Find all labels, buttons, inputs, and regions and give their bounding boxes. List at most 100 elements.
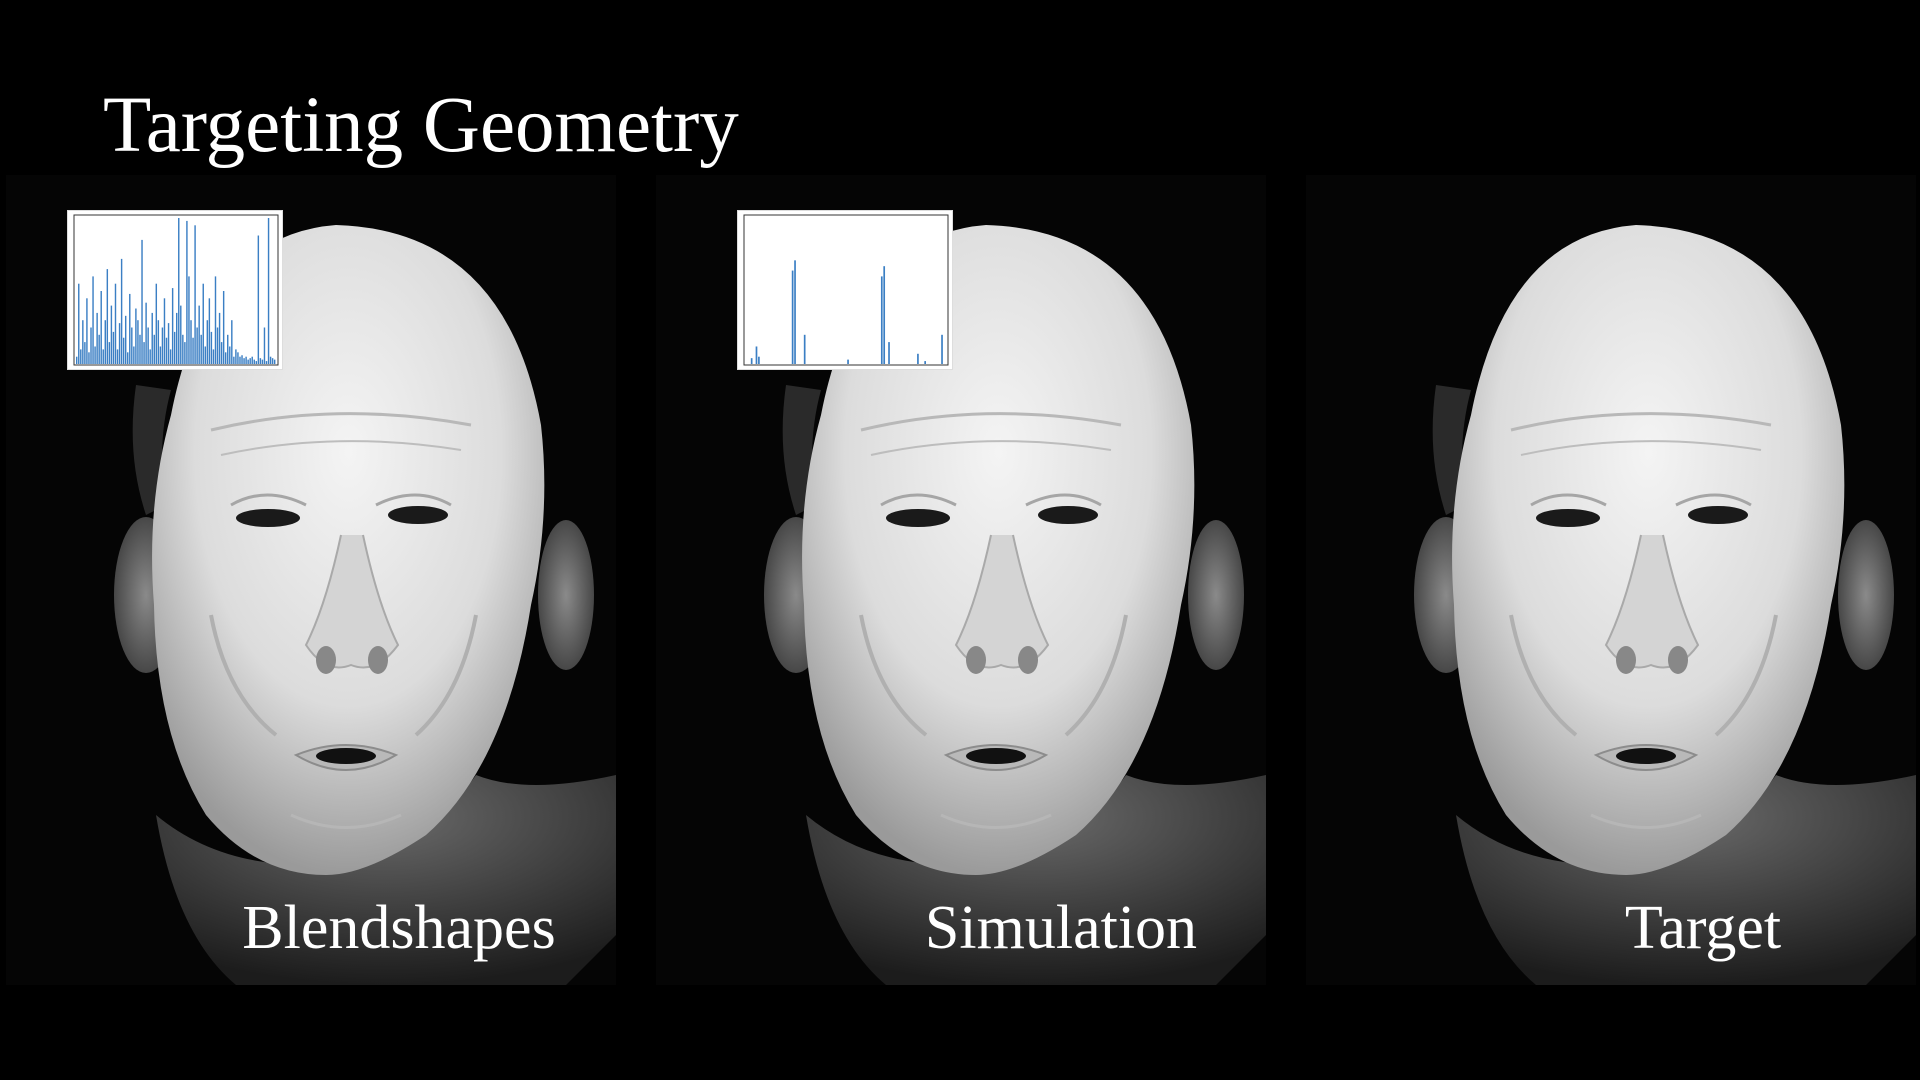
chart-bar (141, 239, 143, 364)
chart-bar (917, 353, 919, 364)
chart-bar (171, 288, 174, 364)
chart-bar (112, 331, 115, 364)
chart-bar (139, 334, 141, 364)
chart-bar (202, 283, 204, 364)
chart-bar (92, 276, 94, 364)
simulation-weights-chart (737, 210, 953, 370)
chart-bar (159, 346, 162, 364)
chart-bar (127, 352, 129, 364)
chart-bar (265, 361, 268, 364)
chart-bar (124, 315, 127, 364)
chart-bar (271, 358, 274, 364)
chart-bar (941, 334, 943, 364)
chart-bar (192, 337, 194, 364)
chart-bar (208, 298, 211, 364)
chart-bar (273, 359, 276, 364)
chart-bar (110, 305, 113, 364)
chart-bar (176, 312, 178, 364)
chart-bar (182, 334, 184, 364)
chart-bar (153, 334, 155, 364)
chart-bar (231, 320, 233, 364)
chart-bar (255, 361, 258, 364)
chart-bar (173, 331, 176, 364)
chart-bar (245, 356, 247, 364)
chart-bar (88, 352, 90, 364)
target-face-render (1306, 175, 1916, 985)
chart-bar (257, 235, 260, 364)
chart-bar (178, 218, 180, 364)
chart-bar (94, 346, 96, 364)
chart-bar (116, 349, 119, 364)
chart-bar (86, 298, 88, 364)
chart-bar (259, 358, 262, 364)
chart-bar (76, 356, 78, 364)
chart-bar (263, 327, 266, 364)
chart-bar (210, 331, 213, 364)
chart-bar (147, 327, 149, 364)
chart-bar (145, 302, 147, 364)
chart-bar (80, 349, 82, 364)
chart-bar (151, 312, 153, 364)
chart-bar (227, 334, 229, 364)
chart-bar (269, 356, 272, 364)
chart-bar (924, 361, 926, 364)
slide-title: Targeting Geometry (103, 82, 739, 169)
target-label: Target (1624, 894, 1782, 962)
chart-bar (131, 327, 133, 364)
chart-bar (247, 359, 249, 364)
chart-bar (206, 320, 209, 364)
chart-bar (218, 312, 221, 364)
chart-bar (220, 342, 223, 364)
chart-bar (163, 298, 166, 364)
chart-bar (222, 291, 225, 364)
chart-bar (235, 349, 237, 364)
chart-bar (106, 269, 109, 364)
chart-bar (194, 225, 196, 364)
chart-bar (880, 276, 883, 364)
chart-bar (104, 320, 106, 364)
chart-bar (90, 327, 92, 364)
chart-bar (143, 342, 145, 364)
chart-bar (135, 308, 137, 364)
chart-bar (155, 283, 158, 364)
chart-bar (198, 305, 200, 364)
chart-bar (84, 342, 86, 364)
chart-bar (180, 305, 182, 364)
chart-bar (96, 312, 98, 364)
chart-bar (233, 356, 235, 364)
chart-bar (186, 220, 188, 364)
chart-bar (253, 359, 255, 364)
simulation-weights-plot (743, 214, 949, 366)
chart-bar (261, 359, 264, 364)
chart-bar (237, 352, 239, 364)
chart-bar (149, 349, 151, 364)
chart-bar (216, 327, 219, 364)
chart-bar (169, 349, 172, 364)
chart-bar (129, 293, 131, 364)
chart-bar (184, 342, 186, 364)
chart-bar (847, 359, 849, 364)
target-panel: Target (1306, 175, 1916, 985)
chart-bar (161, 327, 164, 364)
chart-bar (137, 320, 139, 364)
chart-bar (241, 355, 243, 364)
chart-bar (167, 323, 170, 364)
simulation-label: Simulation (924, 894, 1198, 962)
chart-bar (251, 356, 253, 364)
chart-bar (196, 327, 198, 364)
blendshapes-weights-chart (67, 210, 283, 370)
chart-bar (102, 349, 104, 364)
chart-bar (750, 358, 753, 364)
chart-bar (243, 358, 245, 364)
chart-bar (224, 352, 227, 364)
chart-bar (133, 346, 135, 364)
chart-bar (758, 356, 760, 364)
blendshapes-weights-plot (73, 214, 279, 366)
chart-bar (204, 346, 206, 364)
chart-bar (120, 258, 123, 364)
chart-bar (82, 320, 84, 364)
chart-bar (794, 260, 796, 364)
chart-bar (188, 276, 190, 364)
chart-bar (108, 342, 111, 364)
chart-bar (791, 270, 794, 364)
